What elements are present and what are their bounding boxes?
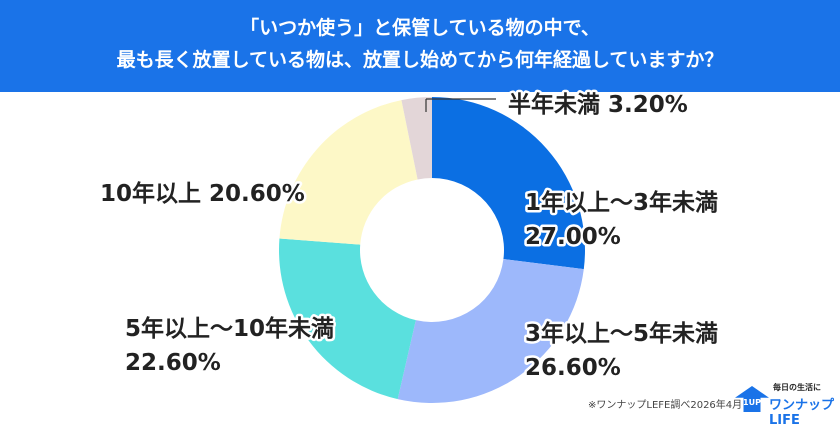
- brand-logo: 1UP 毎日の生活に ワンナップ LIFE: [735, 378, 835, 428]
- logo-tagline: 毎日の生活に: [773, 383, 821, 392]
- label-slice-4: 10年以上 20.60%: [100, 180, 305, 207]
- slice-4: [401, 97, 432, 180]
- logo-name: ワンナップ LIFE: [769, 398, 835, 428]
- source-note: ※ワンナップLEFE調べ2026年4月: [588, 400, 743, 411]
- title-line-2: 最も長く放置している物は、放置し始めてから何年経過していますか？: [116, 49, 724, 71]
- label-slice-2-name: 3年以上～5年未満: [525, 320, 718, 347]
- slice-1: [397, 259, 584, 403]
- slice-2: [279, 238, 416, 400]
- label-slice-2-value: 26.60%: [525, 355, 621, 381]
- label-slice-1-name: 1年以上～3年未満: [525, 189, 718, 216]
- title-line-1: 「いつか使う」と保管している物の中で、: [240, 17, 600, 39]
- title-banner: 「いつか使う」と保管している物の中で、 最も長く放置している物は、放置し始めてか…: [0, 0, 840, 92]
- label-slice-0-name: 半年未満 3.20%: [508, 91, 688, 118]
- label-slice-1-value: 27.00%: [525, 224, 621, 250]
- label-slice-3-value: 22.60%: [125, 350, 221, 376]
- logo-up: 1UP: [743, 398, 761, 407]
- slice-3: [279, 100, 418, 245]
- slice-0: [432, 97, 585, 270]
- label-slice-3-name: 5年以上～10年未満: [125, 315, 334, 342]
